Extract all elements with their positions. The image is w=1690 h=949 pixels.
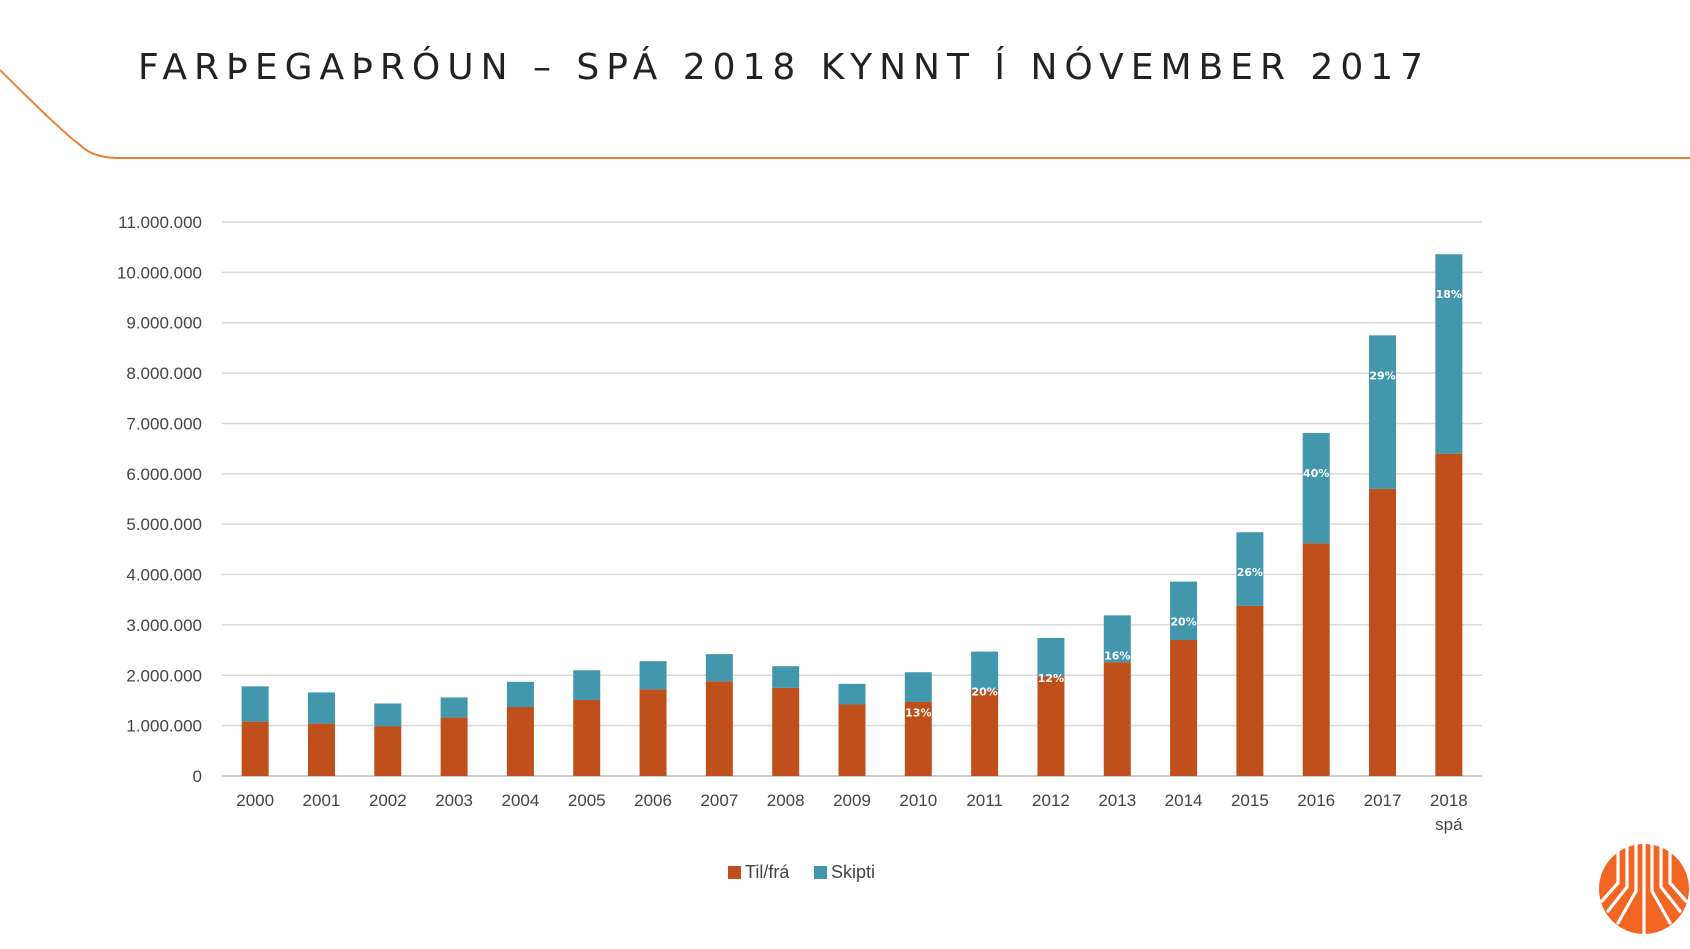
y-tick-label: 10.000.000	[117, 263, 202, 282]
y-tick-label: 9.000.000	[126, 314, 202, 333]
x-tick-label: 2017	[1364, 791, 1402, 810]
data-label: 20%	[971, 686, 997, 699]
bar-skipti	[971, 651, 999, 690]
bar-til-fra	[573, 699, 601, 776]
x-tick-label: 2013	[1098, 791, 1136, 810]
y-tick-label: 6.000.000	[126, 465, 202, 484]
x-tick-label: 2006	[634, 791, 672, 810]
bar-skipti	[772, 666, 800, 688]
legend-swatch	[728, 866, 741, 879]
bar-til-fra	[307, 723, 335, 776]
bar-skipti	[1302, 433, 1330, 544]
bar-skipti	[374, 703, 402, 727]
bar-til-fra	[772, 687, 800, 776]
bar-til-fra	[241, 721, 269, 776]
bar-til-fra	[1170, 640, 1198, 776]
bar-til-fra	[705, 681, 733, 776]
data-label: 13%	[905, 706, 931, 719]
bar-skipti	[506, 681, 534, 708]
bar-skipti	[307, 692, 335, 724]
slide-title: FARÞEGAÞRÓUN – SPÁ 2018 KYNNT Í NÓVEMBER…	[138, 47, 1431, 88]
x-tick-label: 2003	[435, 791, 473, 810]
x-tick-label: 2004	[502, 791, 540, 810]
data-label: 16%	[1104, 649, 1130, 662]
bar-til-fra	[1435, 453, 1463, 776]
x-tick-label: 2009	[833, 791, 871, 810]
bar-til-fra	[904, 701, 932, 776]
x-tick-label: 2000	[236, 791, 274, 810]
legend-label: Til/frá	[745, 862, 790, 882]
title-underline	[0, 69, 1690, 159]
bar-til-fra	[1103, 662, 1131, 776]
x-tick-label: 2014	[1165, 791, 1203, 810]
data-label: 26%	[1237, 566, 1263, 579]
x-tick-label: 2007	[700, 791, 738, 810]
x-tick-label: 2015	[1231, 791, 1269, 810]
data-label: 20%	[1170, 616, 1196, 629]
bar-til-fra	[440, 717, 468, 776]
data-label: 18%	[1436, 288, 1462, 301]
bar-skipti	[241, 686, 269, 722]
y-tick-label: 2.000.000	[126, 666, 202, 685]
bar-til-fra	[971, 689, 999, 776]
bar-skipti	[573, 670, 601, 700]
x-tick-label: 2008	[767, 791, 805, 810]
x-tick-label: 2016	[1297, 791, 1335, 810]
bar-skipti	[838, 683, 866, 705]
bar-skipti	[904, 672, 932, 702]
x-tick-label: 2018 spá	[1430, 791, 1468, 834]
bar-skipti	[1170, 581, 1198, 641]
bar-skipti	[1103, 615, 1131, 663]
x-tick-label: 2011	[966, 791, 1003, 810]
bar-til-fra	[374, 726, 402, 776]
x-axis-tick-labels: 2000 2001 2002 2003 2004 2005 2006 2007 2008 2009…	[236, 791, 1468, 834]
bar-til-fra	[1236, 605, 1264, 776]
bar-skipti	[1435, 254, 1463, 454]
bar-til-fra	[1037, 676, 1065, 776]
data-label: 40%	[1303, 467, 1329, 480]
y-tick-label: 11.000.000	[118, 213, 202, 232]
legend-swatch	[814, 866, 827, 879]
bar-skipti	[639, 661, 667, 690]
bar-til-fra	[639, 689, 667, 776]
data-label: 12%	[1038, 672, 1064, 685]
y-tick-label: 4.000.000	[126, 566, 202, 585]
x-tick-label: 2005	[568, 791, 606, 810]
bar-til-fra	[838, 704, 866, 776]
x-tick-label: 2001	[303, 791, 341, 810]
y-tick-label: 8.000.000	[126, 364, 202, 383]
bar-til-fra	[506, 707, 534, 776]
bar-skipti	[440, 697, 468, 718]
chart-bars: 13% 20% 12% 16% 20% 26% 40% 29% 18%	[241, 254, 1463, 776]
chart-legend: Til/frá Skipti	[728, 862, 875, 882]
y-axis-tick-labels: 0 1.000.000 2.000.000 3.000.000 4.000.000 5.0…	[117, 213, 202, 786]
y-tick-label: 5.000.000	[126, 515, 202, 534]
bar-skipti	[1369, 335, 1397, 489]
bar-til-fra	[1302, 543, 1330, 776]
x-tick-label: 2002	[369, 791, 407, 810]
y-tick-label: 7.000.000	[126, 414, 202, 433]
bar-skipti	[1037, 638, 1065, 677]
bar-skipti	[1236, 532, 1264, 606]
bar-til-fra	[1369, 488, 1397, 776]
y-tick-label: 0	[193, 767, 202, 786]
y-tick-label: 1.000.000	[126, 717, 202, 736]
data-label: 29%	[1369, 369, 1395, 382]
isavia-logo-icon	[1599, 844, 1689, 934]
bar-skipti	[705, 654, 733, 682]
x-tick-label: 2012	[1032, 791, 1070, 810]
x-tick-label: 2010	[899, 791, 937, 810]
y-tick-label: 3.000.000	[126, 616, 202, 635]
legend-label: Skipti	[831, 862, 875, 882]
